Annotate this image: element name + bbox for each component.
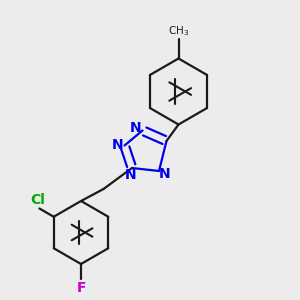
Text: N: N bbox=[112, 138, 124, 152]
Text: CH$_3$: CH$_3$ bbox=[168, 24, 189, 38]
Text: N: N bbox=[125, 168, 136, 182]
Text: N: N bbox=[159, 167, 170, 181]
Text: N: N bbox=[130, 121, 142, 135]
Text: Cl: Cl bbox=[31, 193, 45, 207]
Text: F: F bbox=[76, 281, 86, 296]
